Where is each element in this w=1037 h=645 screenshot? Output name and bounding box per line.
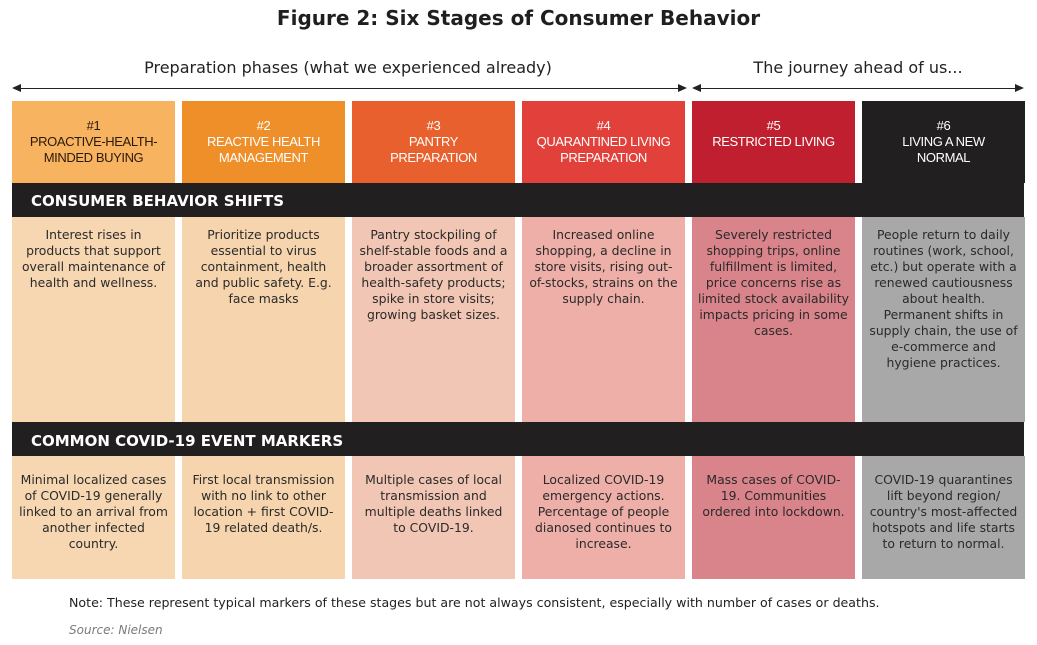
event-marker-cell-2: First local transmission with no link to…: [182, 456, 345, 579]
stage-name: Restricted living: [712, 134, 835, 149]
footnote: Note: These represent typical markers of…: [69, 595, 880, 610]
event-marker-cell-1: Minimal localized cases of COVID-19 gene…: [12, 456, 175, 579]
behavior-shift-cell-1: Interest rises in products that support …: [12, 217, 175, 422]
stage-number: #3: [426, 118, 441, 133]
event-marker-cell-4: Localized COVID-19 emergency actions. Pe…: [522, 456, 685, 579]
stage-name: Living a new normal: [902, 134, 985, 165]
behavior-shift-cell-2: Prioritize products essential to virus c…: [182, 217, 345, 422]
stage-name: Pantry preparation: [390, 134, 477, 165]
stage-number: #6: [936, 118, 951, 133]
behavior-shift-cell-5: Severely restricted shopping trips, onli…: [692, 217, 855, 422]
covid-event-markers-band: COMMON COVID-19 EVENT MARKERS: [12, 422, 1024, 456]
stage-number: #5: [766, 118, 781, 133]
arrow-left-icon: [692, 84, 701, 92]
event-marker-cell-6: COVID-19 quarantines lift beyond region/…: [862, 456, 1025, 579]
stage-header-5: #5 Restricted living: [692, 101, 855, 183]
stage-number: #2: [256, 118, 271, 133]
journey-arrow-line: [698, 88, 1018, 89]
stage-name: Reactive health management: [207, 134, 320, 165]
arrow-right-icon: [678, 84, 687, 92]
behavior-shift-cell-6: People return to daily routines (work, s…: [862, 217, 1025, 422]
stage-number: #1: [86, 118, 101, 133]
behavior-shift-cell-4: Increased online shopping, a decline in …: [522, 217, 685, 422]
behavior-shift-cell-3: Pantry stockpiling of shelf-stable foods…: [352, 217, 515, 422]
stage-name: Quarantined living preparation: [536, 134, 671, 165]
stage-number: #4: [596, 118, 611, 133]
arrow-right-icon: [1015, 84, 1024, 92]
preparation-arrow-line: [18, 88, 682, 89]
arrow-left-icon: [12, 84, 21, 92]
consumer-behavior-shifts-band: CONSUMER BEHAVIOR SHIFTS: [12, 183, 1024, 217]
stage-header-3: #3 Pantry preparation: [352, 101, 515, 183]
stage-header-1: #1 Proactive-health-minded buying: [12, 101, 175, 183]
event-marker-cell-5: Mass cases of COVID-19. Communities orde…: [692, 456, 855, 579]
journey-ahead-label: The journey ahead of us...: [753, 58, 963, 77]
stage-header-2: #2 Reactive health management: [182, 101, 345, 183]
preparation-phases-label: Preparation phases (what we experienced …: [144, 58, 552, 77]
stage-name: Proactive-health-minded buying: [29, 134, 158, 165]
event-marker-cell-3: Multiple cases of local transmission and…: [352, 456, 515, 579]
figure-title: Figure 2: Six Stages of Consumer Behavio…: [276, 6, 761, 30]
source-credit: Source: Nielsen: [69, 623, 163, 637]
stage-header-6: #6 Living a new normal: [862, 101, 1025, 183]
stage-header-4: #4 Quarantined living preparation: [522, 101, 685, 183]
